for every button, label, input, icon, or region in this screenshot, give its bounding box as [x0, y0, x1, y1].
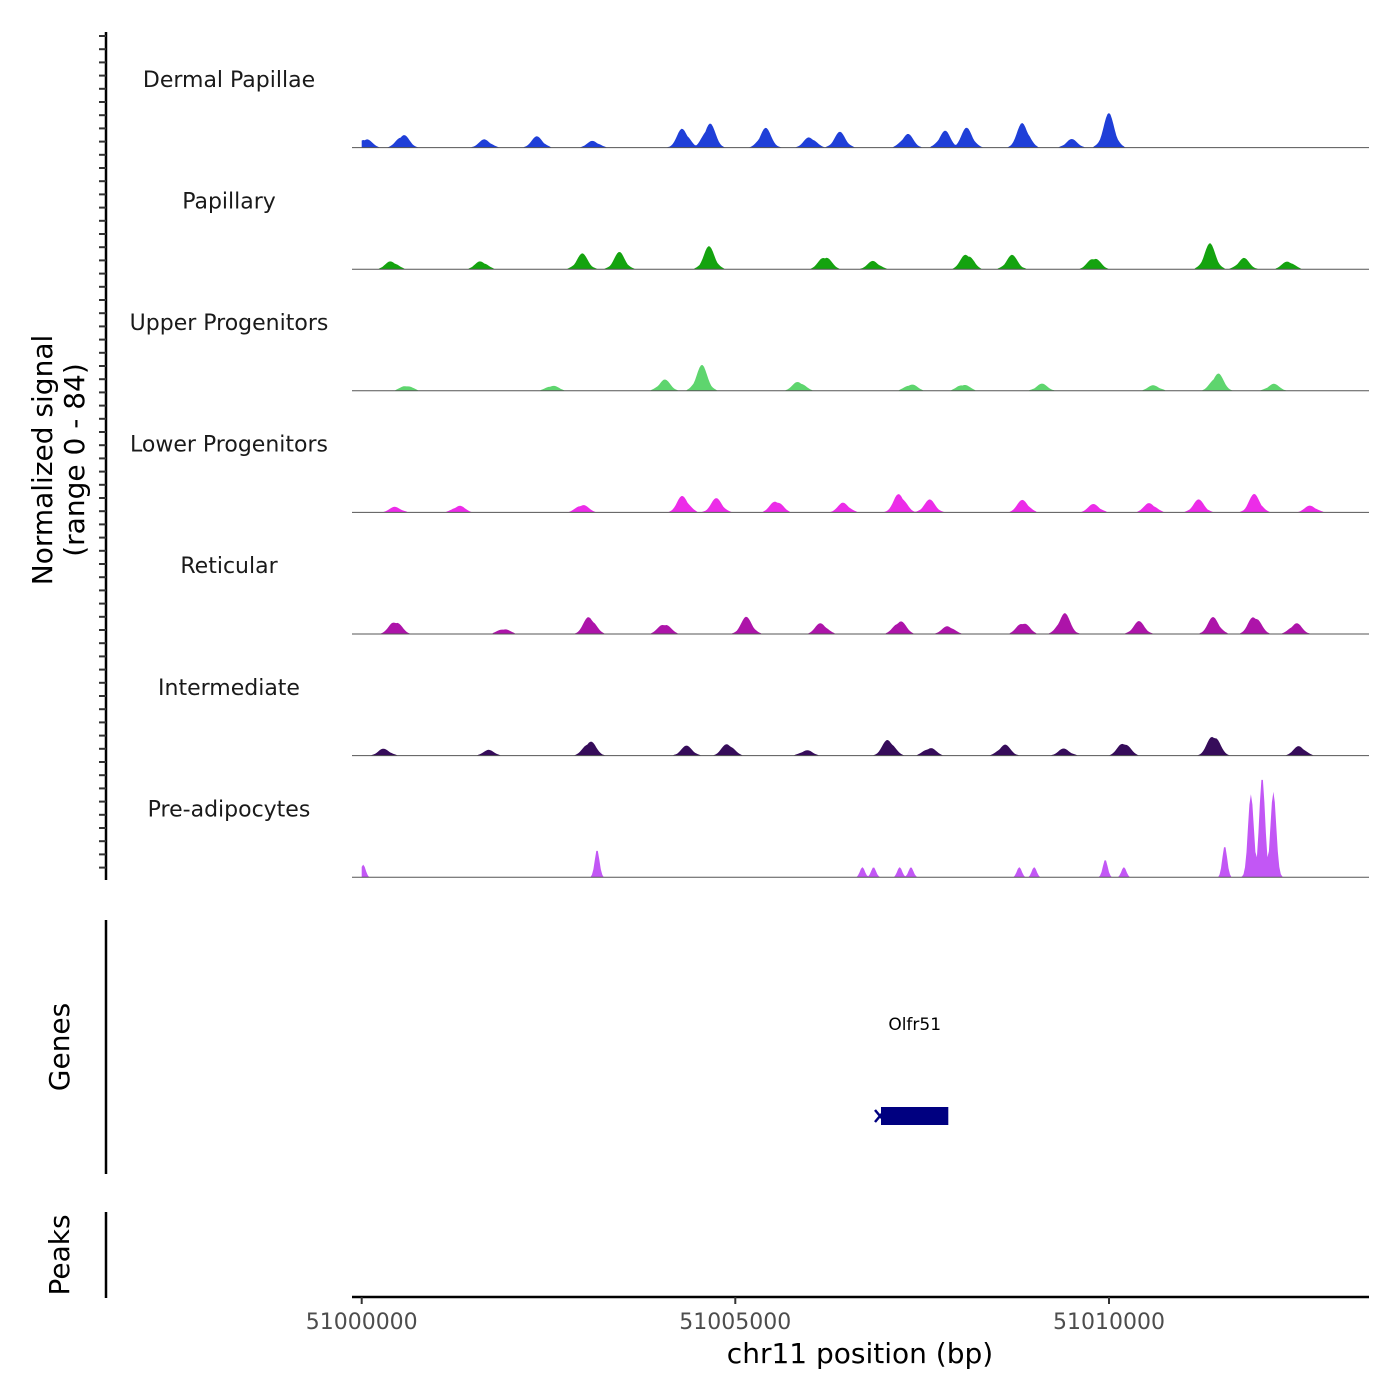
peaks-track: Peaks [43, 1212, 108, 1298]
gene-exon [881, 1107, 949, 1125]
x-axis-title: chr11 position (bp) [727, 1337, 993, 1370]
track-label: Papillary [182, 189, 276, 214]
track-label: Reticular [180, 554, 278, 579]
genes-track: Genes Olfr51 [43, 920, 949, 1174]
track-label: Dermal Papillae [143, 68, 315, 93]
genes-track-label: Genes [43, 1003, 76, 1091]
gene-strand-arrow [874, 1109, 886, 1123]
coverage-area [361, 736, 1330, 756]
x-tick-label: 51000000 [306, 1310, 418, 1335]
x-tick-label: 51005000 [679, 1310, 791, 1335]
coverage-area [361, 365, 1330, 391]
track-pre-adipocytes: Pre-adipocytes [148, 779, 1369, 878]
track-papillary: Papillary [182, 189, 1369, 270]
track-lower-progenitors: Lower Progenitors [130, 433, 1369, 513]
track-dermal-papillae: Dermal Papillae [143, 68, 1369, 149]
track-intermediate: Intermediate [158, 676, 1369, 757]
track-reticular: Reticular [180, 554, 1369, 635]
gene-name-label: Olfr51 [888, 1015, 941, 1035]
track-label: Upper Progenitors [130, 311, 329, 336]
y-axis-title-line1: Normalized signal [26, 335, 59, 586]
coverage-area [361, 243, 1330, 270]
y-axis-title: Normalized signal (range 0 - 84) [26, 335, 91, 586]
track-label: Lower Progenitors [130, 433, 328, 458]
peaks-track-label: Peaks [43, 1214, 76, 1295]
x-tick-label: 51010000 [1053, 1310, 1165, 1335]
signal-y-axis-ticks [99, 35, 106, 869]
x-axis: 51000000 51005000 51010000 [306, 1295, 1369, 1335]
y-axis-title-line2: (range 0 - 84) [58, 363, 91, 557]
coverage-area [361, 493, 1330, 513]
gene-olfr51 [874, 1107, 949, 1125]
coverage-area [361, 779, 1330, 878]
coverage-tracks: Dermal Papillae Papillary Upper Progenitor… [130, 68, 1369, 878]
track-label: Pre-adipocytes [148, 797, 311, 822]
track-label: Intermediate [158, 676, 300, 701]
coverage-area [361, 113, 1330, 148]
track-upper-progenitors: Upper Progenitors [130, 311, 1369, 392]
coverage-area [361, 613, 1330, 634]
